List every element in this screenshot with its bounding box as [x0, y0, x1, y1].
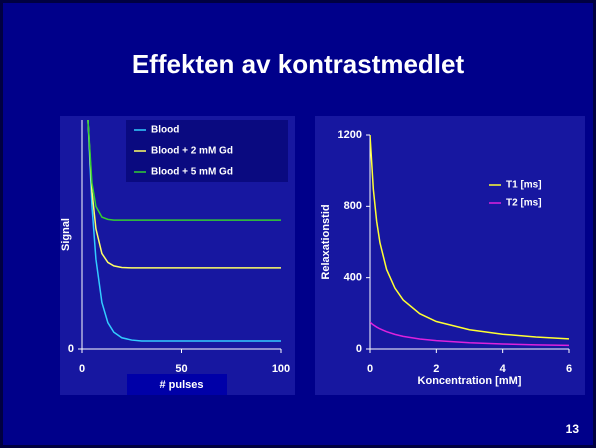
legend-label: Blood	[151, 125, 179, 136]
page-number: 13	[566, 422, 580, 436]
data-line	[87, 120, 281, 221]
x-tick-label: 0	[367, 363, 373, 375]
y-tick-label: 0	[356, 343, 362, 355]
legend-label: Blood + 2 mM Gd	[151, 146, 233, 157]
data-line	[87, 120, 281, 342]
data-line	[370, 134, 570, 340]
x-tick-label: 50	[175, 363, 187, 375]
x-tick-label: 2	[433, 363, 439, 375]
legend-label: T1 [ms]	[506, 180, 542, 191]
x-tick-label: 4	[500, 363, 507, 375]
y-tick-label: 1200	[338, 129, 362, 141]
slide-title: Effekten av kontrastmedlet	[132, 49, 465, 79]
x-tick-label: 0	[79, 363, 85, 375]
x-axis-label: Koncentration [mM]	[418, 375, 522, 387]
x-label-box	[127, 374, 227, 395]
data-line	[370, 321, 570, 347]
y-tick-label: 800	[344, 200, 362, 212]
x-tick-label: 6	[566, 363, 572, 375]
x-axis-label: # pulses	[159, 379, 203, 391]
x-tick-label: 100	[272, 363, 290, 375]
legend-label: T2 [ms]	[506, 198, 542, 209]
y-axis-label: Signal	[60, 218, 72, 251]
y-tick-label: 0	[68, 343, 74, 355]
y-axis-label: Relaxationstid	[320, 204, 332, 279]
legend-box	[126, 120, 288, 182]
legend-label: Blood + 5 mM Gd	[151, 167, 233, 178]
y-tick-label: 400	[344, 272, 362, 284]
data-line	[87, 120, 281, 269]
